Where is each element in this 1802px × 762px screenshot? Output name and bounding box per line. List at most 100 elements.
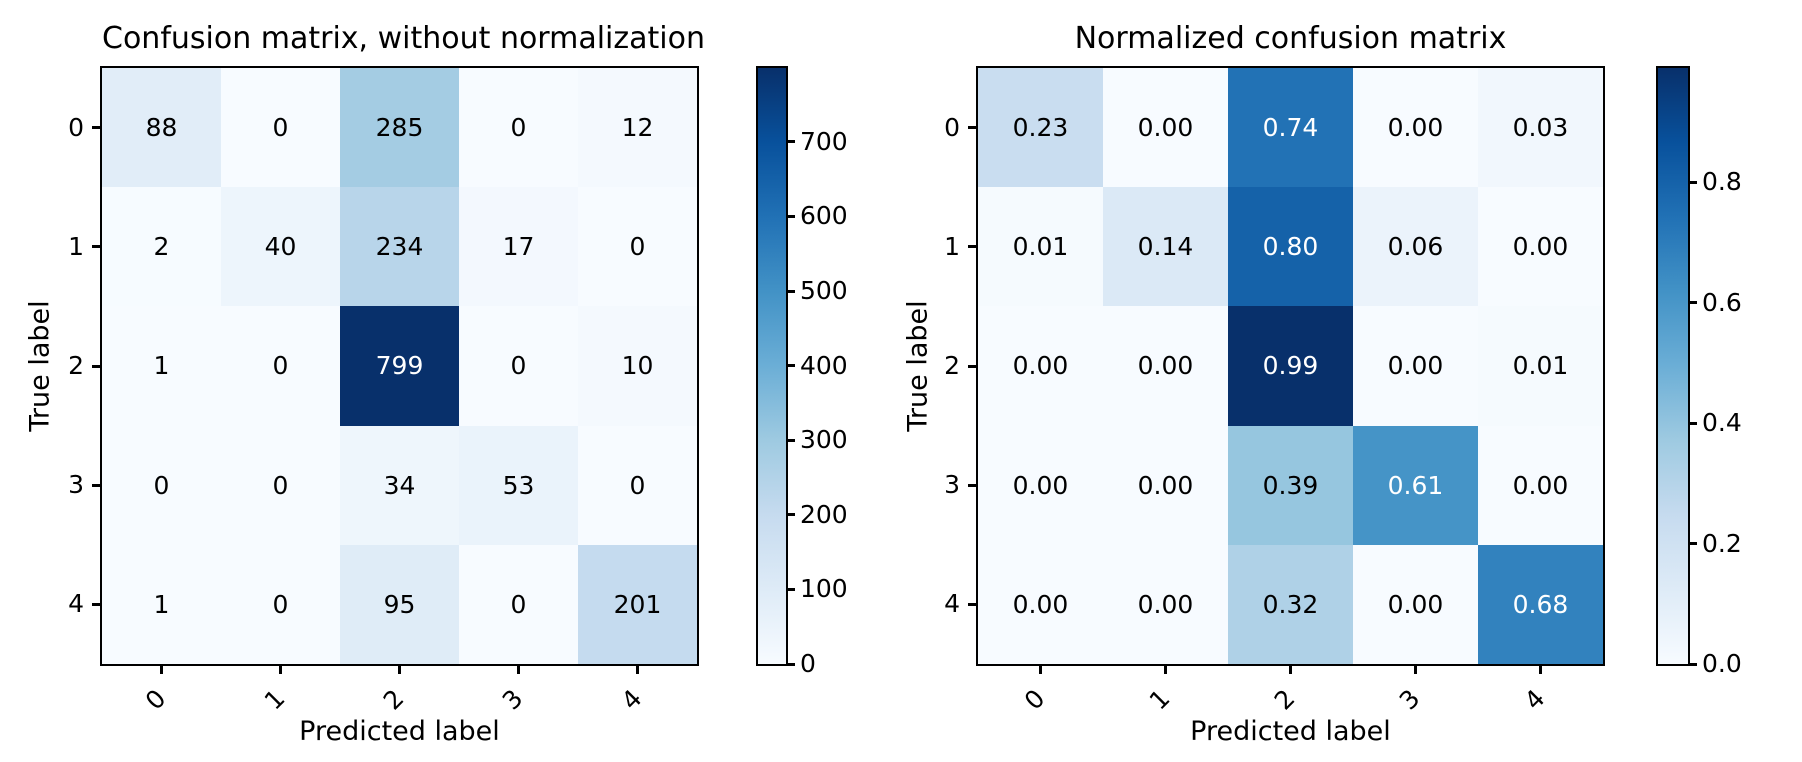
y-tick-mark [92, 364, 102, 368]
heatmap-cell-r2c4: 0.01 [1478, 306, 1603, 426]
heatmap-cell-r0c3: 0.00 [1353, 68, 1478, 188]
heatmap-cell-r1c1: 0.14 [1103, 187, 1228, 307]
heatmap-cell-r2c3: 0.00 [1353, 306, 1478, 426]
colorbar-tick-mark [786, 140, 795, 144]
y-tick-mark [968, 245, 978, 249]
heatmap-cell-r3c2: 34 [340, 425, 459, 545]
x-tick-mark [160, 664, 163, 674]
plot-title: Confusion matrix, without normalization [102, 21, 705, 56]
y-tick-label: 4 [944, 589, 960, 619]
heatmap-cell-r4c2: 0.32 [1228, 544, 1353, 664]
heatmap-cell-r2c1: 0.00 [1103, 306, 1228, 426]
heatmap-cell-r4c4: 201 [578, 544, 697, 664]
y-tick-mark [92, 602, 102, 606]
colorbar-tick-mark [1688, 662, 1697, 666]
heatmap-cell-r2c3: 0 [459, 306, 578, 426]
colorbar-tick-label: 200 [800, 499, 848, 529]
colorbar-tick-mark [786, 662, 795, 666]
y-tick-label: 2 [68, 351, 84, 380]
heatmap-cell-r3c4: 0 [578, 425, 697, 545]
y-tick-label: 0 [944, 112, 960, 142]
plot-title: Normalized confusion matrix [1074, 21, 1507, 56]
colorbar-tick-mark [786, 289, 795, 293]
colorbar-tick-label: 0 [800, 649, 816, 678]
heatmap-cell-r0c0: 88 [102, 68, 221, 188]
heatmap-cell-r0c2: 285 [340, 68, 459, 188]
colorbar-tick-label: 400 [800, 350, 848, 380]
colorbar-tick-mark [1688, 421, 1697, 425]
colorbar-tick-label: 0.2 [1702, 528, 1742, 558]
colorbar-tick-mark [786, 214, 795, 218]
y-tick-label: 3 [68, 470, 84, 500]
colorbar-tick-label: 700 [800, 126, 848, 156]
heatmap-cell-r4c1: 0 [221, 544, 340, 664]
colorbar-tick-label: 600 [800, 201, 848, 231]
y-tick-label: 4 [68, 589, 84, 619]
heatmap-cell-r3c1: 0 [221, 425, 340, 545]
y-tick-label: 0 [68, 112, 84, 142]
y-tick-mark [968, 126, 978, 130]
heatmap-cell-r1c2: 234 [340, 187, 459, 307]
y-tick-label: 3 [944, 470, 960, 500]
heatmap-axes: 88 0 285 0 12 2 40 234 17 0 1 0 799 0 10 0 0 34 53 0 1 0 95 0 20… [100, 66, 699, 666]
heatmap-cell-r0c1: 0.00 [1103, 68, 1228, 188]
heatmap-cell-r4c3: 0 [459, 544, 578, 664]
heatmap-cell-r0c0: 0.23 [978, 68, 1103, 188]
colorbar-tick-mark [786, 513, 795, 517]
x-tick-mark [1289, 664, 1292, 674]
heatmap-cell-r4c0: 0.00 [978, 544, 1103, 664]
heatmap-cell-r4c3: 0.00 [1353, 544, 1478, 664]
heatmap-cell-r4c0: 1 [102, 544, 221, 664]
heatmap-cell-r3c2: 0.39 [1228, 425, 1353, 545]
colorbar [756, 66, 788, 666]
y-tick-mark [92, 245, 102, 249]
heatmap-cell-r1c0: 2 [102, 187, 221, 307]
heatmap-cell-r1c2: 0.80 [1228, 187, 1353, 307]
x-tick-mark [398, 664, 401, 674]
heatmap-cell-r2c2: 799 [340, 306, 459, 426]
heatmap-cell-r2c2: 0.99 [1228, 306, 1353, 426]
colorbar-tick-label: 100 [800, 574, 848, 604]
heatmap-cell-r2c0: 1 [102, 306, 221, 426]
heatmap-cell-r0c4: 0.03 [1478, 68, 1603, 188]
heatmap-cell-r0c1: 0 [221, 68, 340, 188]
colorbar [1656, 66, 1690, 666]
colorbar-tick-mark [1688, 301, 1697, 305]
colorbar-tick-label: 0.6 [1702, 287, 1742, 317]
colorbar-tick-label: 0.0 [1702, 649, 1742, 678]
heatmap-cell-r2c4: 10 [578, 306, 697, 426]
colorbar-tick-label: 500 [800, 276, 848, 306]
colorbar-tick-mark [786, 364, 795, 368]
heatmap-cell-r3c0: 0 [102, 425, 221, 545]
x-axis-label: Predicted label [1190, 716, 1391, 747]
x-tick-mark [636, 664, 639, 674]
heatmap-cell-r1c4: 0 [578, 187, 697, 307]
y-tick-mark [968, 364, 978, 368]
x-tick-mark [279, 664, 282, 674]
y-tick-mark [968, 483, 978, 487]
heatmap-cell-r2c1: 0 [221, 306, 340, 426]
colorbar-tick-label: 300 [800, 425, 848, 455]
y-tick-label: 2 [944, 351, 960, 380]
x-tick-mark [1414, 664, 1417, 674]
x-tick-mark [517, 664, 520, 674]
heatmap-cell-r0c4: 12 [578, 68, 697, 188]
x-tick-mark [1164, 664, 1167, 674]
heatmap-cell-r1c1: 40 [221, 187, 340, 307]
y-tick-mark [968, 602, 978, 606]
heatmap-cell-r3c4: 0.00 [1478, 425, 1603, 545]
heatmap-cell-r0c3: 0 [459, 68, 578, 188]
heatmap-cell-r0c2: 0.74 [1228, 68, 1353, 188]
heatmap-cell-r1c0: 0.01 [978, 187, 1103, 307]
y-tick-mark [92, 126, 102, 130]
colorbar-tick-label: 0.8 [1702, 167, 1742, 197]
x-tick-mark [1539, 664, 1542, 674]
heatmap-cell-r3c3: 53 [459, 425, 578, 545]
heatmap-cell-r1c3: 0.06 [1353, 187, 1478, 307]
heatmap-cell-r3c1: 0.00 [1103, 425, 1228, 545]
y-tick-mark [92, 483, 102, 487]
colorbar-tick-mark [786, 438, 795, 442]
heatmap-cell-r2c0: 0.00 [978, 306, 1103, 426]
heatmap-axes: 0.23 0.00 0.74 0.00 0.03 0.01 0.14 0.80 0.06 0.00… [976, 66, 1605, 666]
